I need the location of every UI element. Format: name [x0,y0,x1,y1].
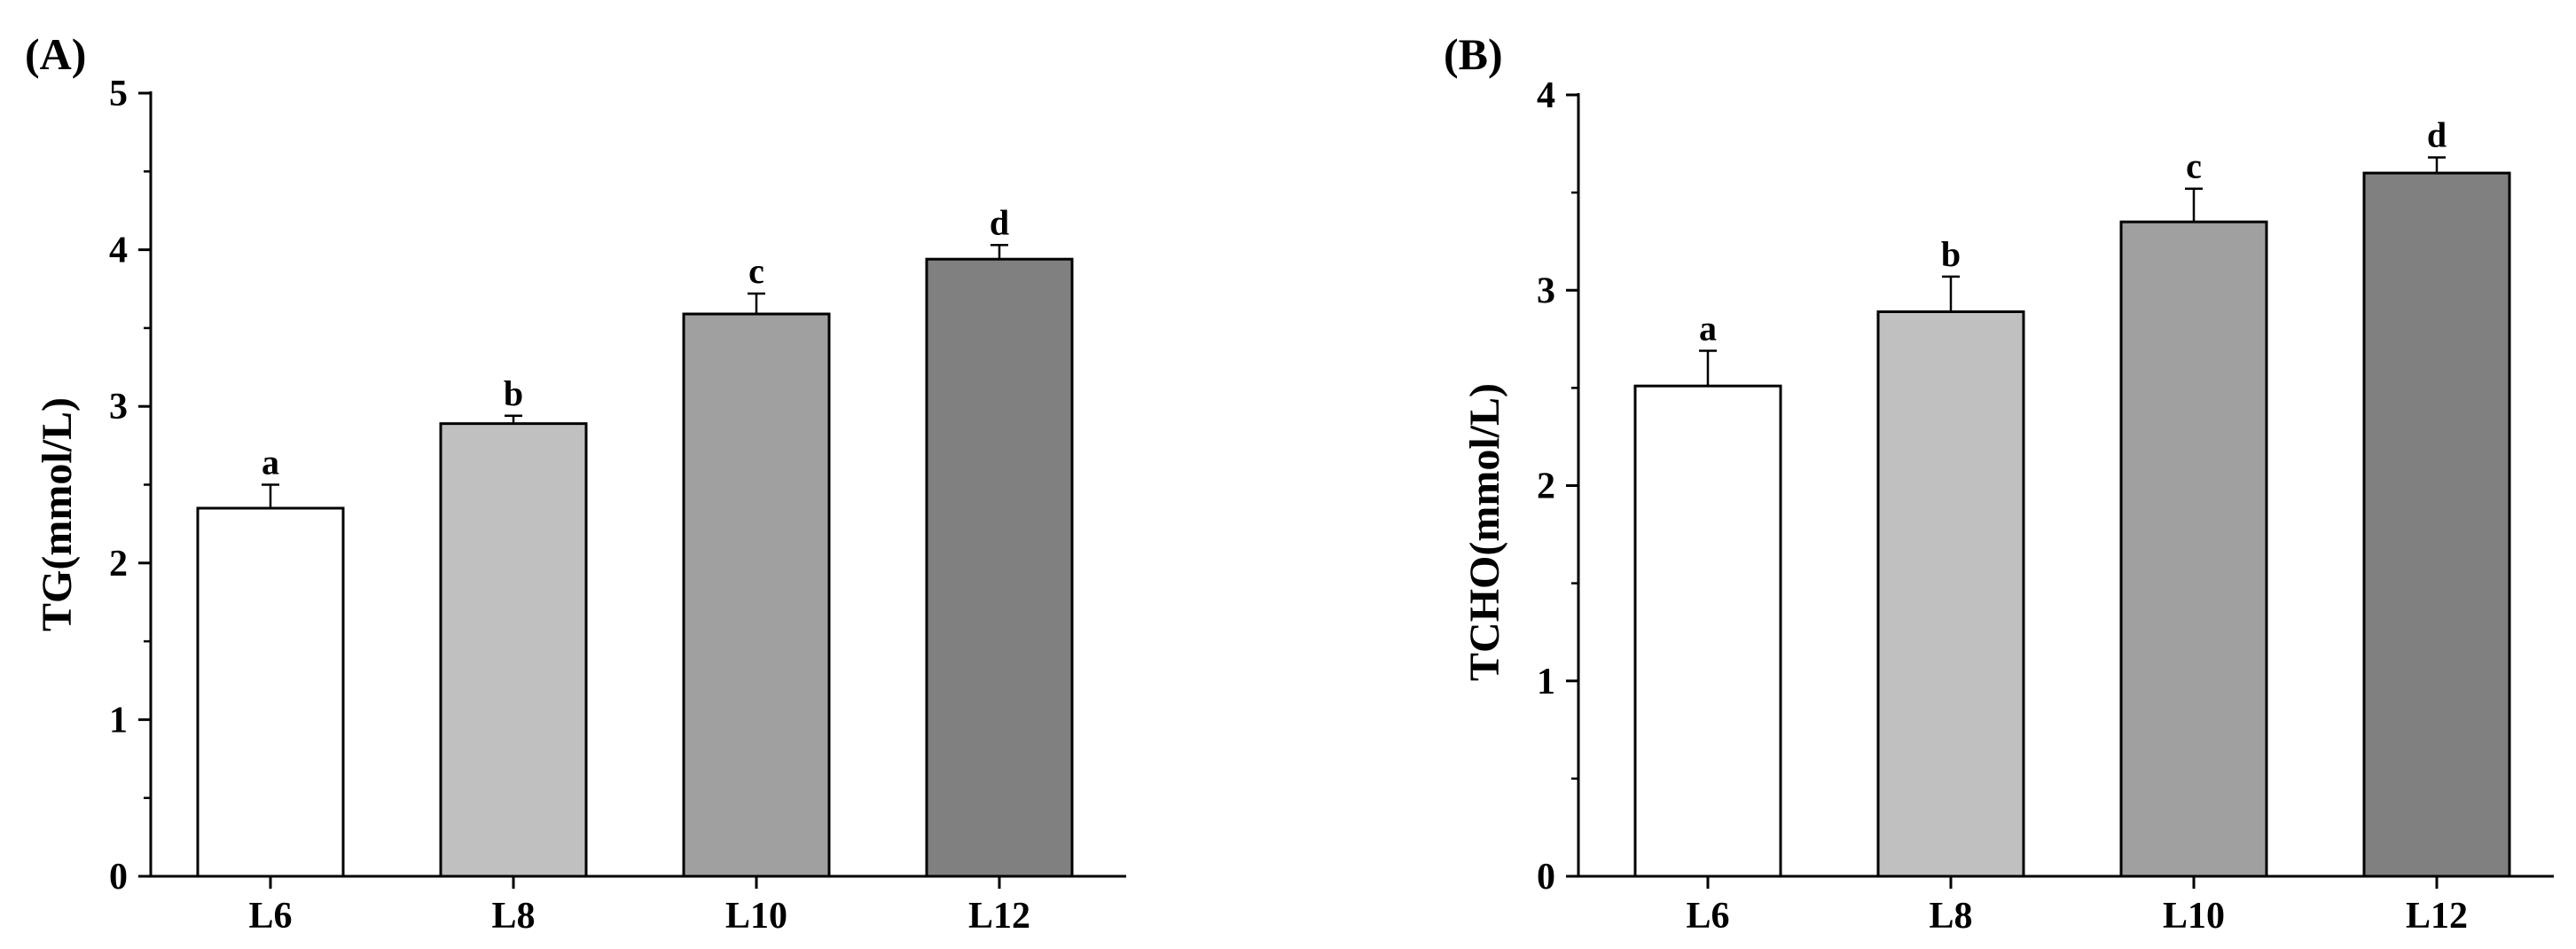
x-tick-label: L12 [968,896,1030,937]
y-tick-label: 1 [109,700,128,741]
significance-label: c [748,251,764,291]
x-tick-label: L10 [725,896,787,937]
x-tick-label: L6 [248,896,292,937]
y-tick-label: 0 [1537,857,1555,898]
significance-label: d [2427,114,2447,154]
y-tick-label: 4 [109,231,128,271]
y-tick-label: 3 [109,387,128,427]
x-tick-label: L8 [1929,896,1972,937]
bar-l10 [682,312,831,878]
bar-l6 [1633,384,1782,878]
x-tick-label: L8 [491,896,535,937]
y-axis-title: TG(mmol/L) [34,397,81,631]
panel-label: (A) [25,29,86,79]
significance-label: a [1699,309,1717,349]
bar-l10 [2119,220,2268,878]
y-tick-label: 3 [1537,271,1555,311]
significance-label: a [262,443,279,482]
y-tick-label: 0 [109,857,128,898]
bar-l8 [439,422,588,878]
y-axis-title: TCHO(mmol/L) [1461,383,1508,681]
y-tick-label: 2 [1537,467,1555,507]
x-tick-label: L12 [2406,896,2468,937]
bar-l8 [1876,310,2025,878]
x-tick-label: L6 [1686,896,1729,937]
x-tick-label: L10 [2163,896,2225,937]
bar-l12 [925,257,1074,878]
significance-label: d [990,202,1009,242]
chart-panel-a: (A) TG(mmol/L) a L6 b L8 c L10 d L12 0 1 2 3 4 5 [25,29,1126,937]
y-tick-label: 2 [109,544,128,584]
significance-label: b [1941,234,1961,274]
significance-label: c [2186,146,2202,186]
chart-panel-b: (B) TCHO(mmol/L) a L6 b L8 c L10 d L12 0 1 2 3 4 [1444,29,2554,937]
significance-label: b [504,373,523,413]
bar-l6 [196,506,345,878]
y-tick-label: 5 [109,74,128,114]
y-tick-label: 4 [1537,75,1555,116]
panel-label: (B) [1444,29,1503,79]
y-tick-label: 1 [1537,662,1555,702]
bar-l12 [2362,171,2511,878]
